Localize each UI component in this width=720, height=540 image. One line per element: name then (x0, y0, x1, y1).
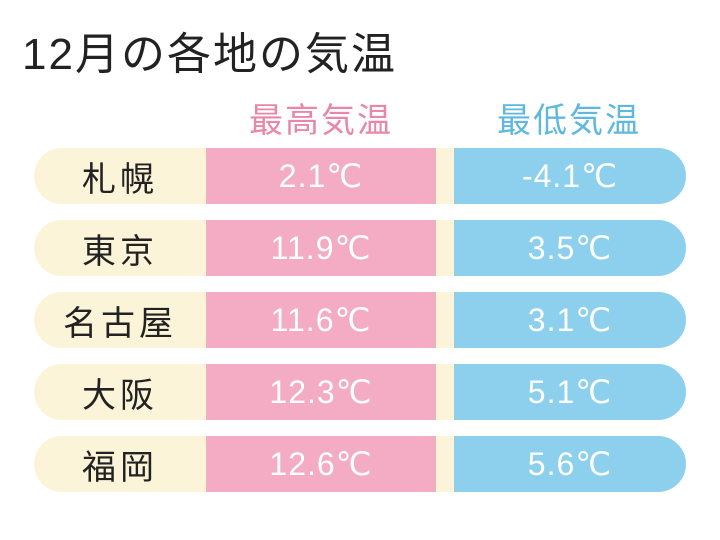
table-row: 札幌2.1℃ -4.1℃ (34, 148, 686, 204)
temperature-table: 最高気温 最低気温 札幌2.1℃ -4.1℃ 東京11.9℃ 3.5℃ 名古屋11.6℃… (0, 102, 720, 492)
high-temp-cell: 2.1℃ (206, 148, 436, 204)
low-temp-cell: 5.6℃ (454, 436, 686, 492)
table-row: 名古屋11.6℃ 3.1℃ (34, 292, 686, 348)
city-cell: 札幌 (34, 148, 206, 204)
header-low-label: 最低気温 (454, 93, 684, 142)
high-temp-cell: 12.3℃ (206, 364, 436, 420)
low-temp-cell: -4.1℃ (454, 148, 686, 204)
high-temp-cell: 11.9℃ (206, 220, 436, 276)
table-row: 東京11.9℃ 3.5℃ (34, 220, 686, 276)
high-temp-cell: 11.6℃ (206, 292, 436, 348)
gap-cell (436, 220, 454, 276)
gap-cell (436, 364, 454, 420)
city-cell: 東京 (34, 220, 206, 276)
city-cell: 福岡 (34, 436, 206, 492)
city-cell: 大阪 (34, 364, 206, 420)
gap-cell (436, 292, 454, 348)
high-temp-cell: 12.6℃ (206, 436, 436, 492)
table-body: 札幌2.1℃ -4.1℃ 東京11.9℃ 3.5℃ 名古屋11.6℃ 3.1℃ 大阪12.3… (34, 148, 686, 492)
city-cell: 名古屋 (34, 292, 206, 348)
low-temp-cell: 3.1℃ (454, 292, 686, 348)
table-row: 福岡12.6℃ 5.6℃ (34, 436, 686, 492)
page-title: 12月の各地の気温 (0, 0, 720, 102)
table-header-row: 最高気温 最低気温 (34, 102, 686, 148)
low-temp-cell: 3.5℃ (454, 220, 686, 276)
gap-cell (436, 436, 454, 492)
low-temp-cell: 5.1℃ (454, 364, 686, 420)
table-row: 大阪12.3℃ 5.1℃ (34, 364, 686, 420)
gap-cell (436, 148, 454, 204)
header-high-label: 最高気温 (206, 93, 436, 142)
